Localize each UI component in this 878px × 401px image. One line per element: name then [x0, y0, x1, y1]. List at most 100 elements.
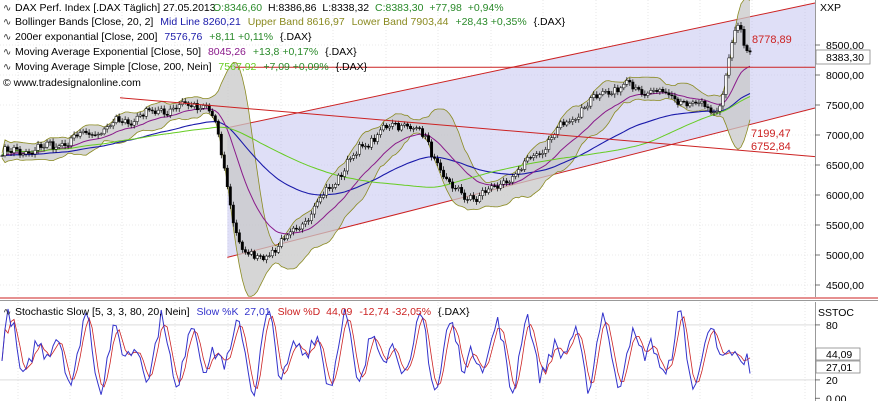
candle-body: [198, 108, 202, 111]
candle-body: [192, 103, 196, 107]
candle-body: [643, 94, 647, 96]
stochastic-axis-tick: 0,00: [826, 393, 847, 401]
candle-body: [132, 121, 136, 126]
price-axis-background: [815, 0, 878, 297]
candle-body: [673, 95, 677, 100]
candle-body: [315, 201, 319, 207]
legend-icon: ∿: [3, 47, 11, 58]
sma200-line: [1, 96, 751, 188]
candle-body: [622, 84, 626, 89]
candle-body: [625, 80, 629, 85]
candle-body: [652, 90, 656, 92]
price-axis: 8500,00 8000,00 7500,00 7000,00 6500,00 6000,…: [815, 40, 864, 292]
candle-body: [87, 132, 91, 135]
candle-body: [565, 121, 569, 126]
candle-body: [69, 137, 73, 146]
price-axis-tick: 4500,00: [826, 280, 864, 292]
price-axis-tick: 8500,00: [826, 40, 864, 52]
chart-title: DAX Perf. Index [.DAX Täglich] 27.05.201…: [15, 2, 216, 14]
candle-body: [312, 205, 316, 215]
candle-body: [60, 143, 64, 147]
candle-body: [649, 90, 653, 94]
channel-upper-line: [227, 2, 816, 129]
candle-body: [51, 141, 55, 150]
candle-body: [300, 223, 304, 230]
candle-body: [379, 129, 382, 136]
candle-body: [162, 108, 166, 115]
candle-body: [526, 157, 530, 162]
candle-body: [105, 126, 109, 130]
candle-body: [165, 114, 169, 116]
candle-body: [102, 128, 106, 135]
candle-body: [57, 145, 61, 148]
candle-body: [532, 155, 536, 158]
candle-body: [99, 133, 103, 135]
candle-body: [448, 178, 452, 183]
candle-body: [601, 91, 605, 95]
candle-body: [529, 157, 533, 159]
candle-body: [610, 93, 614, 95]
candle-body: [361, 144, 364, 147]
candle-body: [511, 176, 515, 183]
candle-body: [730, 42, 734, 59]
legend-icon: ∿: [3, 62, 11, 73]
candle-body: [562, 121, 566, 126]
candle-body: [12, 147, 16, 153]
candle-body: [144, 108, 148, 117]
candle-body: [141, 114, 145, 117]
bollinger-suffix: {.DAX}: [534, 16, 566, 28]
candle-body: [403, 123, 406, 126]
candle-body: [640, 89, 644, 95]
candle-body: [225, 167, 229, 188]
candle-body: [24, 151, 28, 155]
candle-body: [267, 255, 271, 257]
stochastic-legend: ∿ Stochastic Slow [5, 3, 3, 80, 20, Nein…: [3, 306, 470, 318]
candle-body: [9, 151, 13, 153]
candle-body: [577, 116, 581, 120]
price-axis-tick: 6500,00: [826, 160, 864, 172]
candle-body: [481, 190, 485, 196]
stochastic-axis: 80 20 0,00: [815, 320, 847, 401]
price-axis-tick: 5500,00: [826, 220, 864, 232]
ohlc-open: O:8346,60: [213, 2, 262, 14]
candle-body: [739, 25, 743, 30]
candle-body: [27, 151, 31, 154]
candle-body: [370, 137, 373, 148]
candle-body: [318, 197, 322, 203]
candle-body: [237, 232, 241, 243]
candle-body: [472, 195, 476, 200]
candle-body: [703, 101, 707, 107]
candle-body: [376, 134, 379, 142]
candle-body: [6, 146, 10, 152]
candle-body: [688, 103, 692, 107]
candle-body: [343, 170, 346, 177]
candle-body: [120, 121, 124, 123]
candle-body: [207, 104, 211, 112]
downtrend-line: [119, 97, 816, 158]
sma200-legend: Moving Average Simple [Close, 200, Nein]…: [15, 61, 368, 73]
candle-body: [685, 101, 689, 107]
candle-body: [108, 125, 112, 127]
legend-icon: ∿: [3, 3, 11, 14]
candle-body: [550, 137, 554, 140]
stochastic-k-line: [1, 308, 751, 397]
candle-body: [733, 30, 737, 44]
stoch-change: -12,74 -32,05%: [359, 306, 431, 318]
candle-body: [346, 159, 349, 172]
candle-body: [544, 149, 548, 154]
candle-body: [583, 107, 587, 109]
candle-body: [469, 195, 473, 200]
candle-body: [427, 135, 431, 143]
candle-body: [505, 180, 509, 184]
ohlc-high: H:8386,86: [268, 2, 317, 14]
candle-body: [478, 195, 482, 202]
candle-body: [246, 251, 250, 255]
candle-body: [189, 105, 193, 107]
candle-body: [355, 153, 358, 156]
price-tag-box: [815, 49, 871, 65]
candle-body: [364, 145, 367, 148]
candle-body: [670, 94, 674, 97]
candle-body: [93, 134, 97, 136]
sma200-change: +7,09 +0,09%: [263, 61, 328, 73]
